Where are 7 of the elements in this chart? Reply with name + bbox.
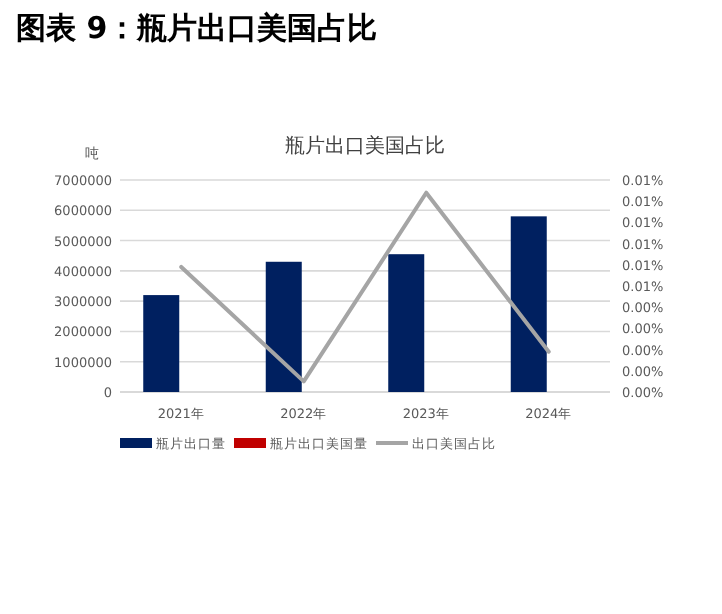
bar	[265, 261, 302, 392]
chart-subtitle: 瓶片出口美国占比	[285, 134, 445, 158]
bar	[388, 254, 425, 392]
bar	[143, 295, 180, 392]
chart-title: 图表 9：瓶片出口美国占比	[16, 10, 378, 46]
line-series	[179, 190, 551, 384]
bar	[510, 216, 547, 392]
